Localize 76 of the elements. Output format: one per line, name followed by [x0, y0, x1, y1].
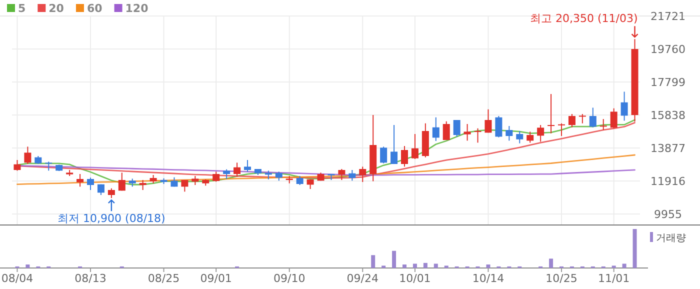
candlestick	[506, 126, 513, 142]
candlestick	[578, 114, 586, 124]
x-tick-label: 08/25	[148, 272, 180, 285]
candlestick	[244, 160, 251, 172]
x-tick-label: 10/25	[546, 272, 578, 285]
candlestick	[558, 122, 565, 137]
annotation: 최고 20,350 (11/03)	[530, 12, 638, 26]
y-tick-label: 17799	[650, 76, 686, 89]
candlestick	[223, 168, 230, 180]
x-tick-label: 10/14	[472, 272, 504, 285]
annotation: 최저 10,900 (08/18)	[58, 212, 166, 226]
legend-label: 60	[86, 2, 103, 15]
candlestick	[338, 168, 346, 180]
candlestick	[610, 108, 618, 129]
legend-label: 20	[48, 2, 64, 15]
candlestick	[45, 161, 52, 172]
x-tick-label: 08/13	[74, 272, 106, 285]
candlestick	[411, 134, 418, 160]
candlestick	[401, 146, 408, 168]
x-tick-label: 09/10	[274, 272, 306, 285]
candlestick	[548, 94, 555, 134]
candlestick	[76, 174, 84, 188]
candlestick	[108, 188, 115, 199]
candlestick	[464, 124, 471, 142]
candlestick	[296, 176, 304, 186]
candlestick	[87, 177, 94, 190]
candlestick	[474, 128, 482, 144]
candlestick	[390, 124, 398, 165]
candlestick	[14, 160, 21, 172]
candlestick	[453, 120, 460, 138]
candlestick	[537, 124, 544, 142]
bar	[486, 264, 490, 268]
candlestick	[275, 171, 282, 182]
legend-label: 120	[125, 2, 149, 15]
candlestick	[24, 146, 32, 165]
candlestick	[234, 162, 241, 178]
candlestick	[568, 114, 576, 128]
candlestick	[442, 120, 450, 141]
y-tick-label: 21721	[650, 10, 686, 23]
candlestick	[620, 91, 628, 122]
x-tick-label: 09/24	[346, 272, 378, 285]
candlestick	[495, 116, 502, 138]
candlestick	[589, 107, 596, 128]
x-tick-label: 11/01	[598, 272, 630, 285]
bar	[549, 258, 554, 268]
x-tick-label: 08/04	[1, 272, 34, 285]
bar	[423, 262, 428, 268]
bar	[26, 264, 30, 268]
bar	[412, 264, 417, 268]
candlestick	[432, 116, 440, 142]
candlestick	[192, 176, 199, 186]
candlestick	[118, 172, 126, 192]
legend-label: 5	[18, 2, 26, 15]
bar	[402, 264, 406, 268]
y-tick-label: 9955	[654, 208, 682, 221]
candlestick	[516, 130, 524, 144]
y-tick-label: 13877	[650, 142, 686, 155]
bar	[371, 255, 376, 268]
y-tick-label: 19760	[650, 42, 686, 56]
candlestick	[359, 166, 366, 182]
candlestick	[380, 146, 388, 164]
bar	[392, 250, 396, 268]
candlestick	[348, 169, 356, 182]
x-tick-label: 09/01	[200, 272, 232, 285]
candlestick	[139, 179, 146, 190]
bar	[632, 229, 637, 268]
y-tick-label: 11916	[650, 174, 686, 188]
bar	[622, 264, 626, 268]
candlestick	[526, 131, 534, 144]
legend-label: 거래량	[656, 233, 686, 244]
candlestick	[600, 118, 607, 131]
bar	[434, 264, 438, 268]
y-tick-label: 15838	[650, 108, 686, 122]
candlestick	[484, 108, 492, 134]
x-tick-label: 10/01	[399, 272, 431, 285]
candlestick	[212, 171, 220, 182]
